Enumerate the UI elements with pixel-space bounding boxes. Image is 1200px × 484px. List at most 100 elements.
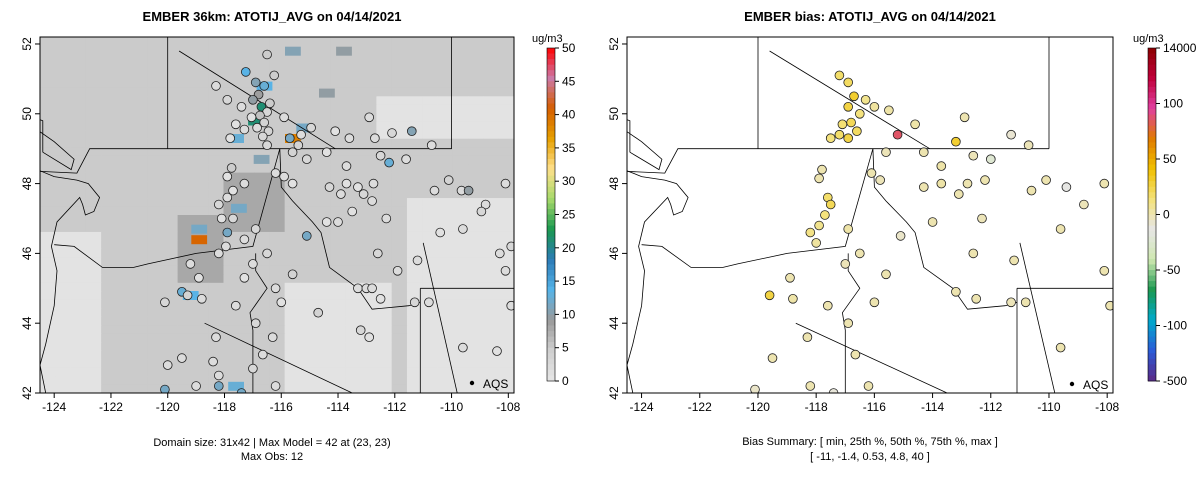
colorbar-tick-label: 0 xyxy=(562,374,569,388)
grid-cell xyxy=(315,96,332,106)
grid-cell xyxy=(284,113,301,123)
grid-cell xyxy=(406,215,423,224)
grid-cell xyxy=(406,231,423,241)
grid-cell xyxy=(131,206,148,216)
grid-cell xyxy=(208,215,224,224)
grid-cell xyxy=(315,291,332,301)
grid-cell xyxy=(238,299,255,309)
grid-cell xyxy=(345,308,362,318)
grid-cell xyxy=(40,172,56,182)
grid-cell xyxy=(147,53,163,63)
grid-cell xyxy=(468,359,484,369)
grid-cell xyxy=(498,130,514,140)
grid-cell xyxy=(406,367,423,377)
grid-cell xyxy=(299,325,316,335)
obs-site xyxy=(248,363,258,374)
grid-cell xyxy=(406,70,423,80)
grid-cell xyxy=(131,130,148,140)
grid-cell xyxy=(437,155,454,165)
grid-cell xyxy=(85,113,102,123)
grid-cell xyxy=(437,121,454,131)
grid-cell xyxy=(116,45,133,55)
grid-cell xyxy=(330,53,347,63)
grid-cell xyxy=(468,53,484,63)
bias-site xyxy=(788,293,798,304)
grid-cell xyxy=(452,240,469,250)
bias-site xyxy=(822,300,833,311)
grid-cell xyxy=(101,155,117,165)
grid-cell xyxy=(131,53,148,63)
bias-site xyxy=(814,173,824,184)
grid-cell xyxy=(55,164,72,174)
left-footer-line-2: Max Obs: 12 xyxy=(241,451,303,463)
grid-cell xyxy=(299,291,316,301)
grid-cell xyxy=(299,147,316,157)
grid-cell xyxy=(223,240,240,250)
grid-cell xyxy=(55,96,72,106)
grid-cell xyxy=(330,198,347,208)
grid-cell xyxy=(406,384,423,393)
obs-site xyxy=(384,157,394,168)
grid-cell xyxy=(101,265,117,275)
grid-cell xyxy=(131,325,148,335)
grid-cell xyxy=(70,384,87,393)
grid-cell xyxy=(238,37,255,46)
bias-site xyxy=(869,297,880,308)
grid-cell xyxy=(483,164,500,174)
grid-cell xyxy=(162,121,179,131)
grid-cell xyxy=(498,96,514,106)
grid-cell xyxy=(330,96,347,106)
grid-cell xyxy=(376,79,393,89)
grid-cell xyxy=(116,240,133,250)
grid-cell xyxy=(101,308,117,318)
grid-cell xyxy=(254,333,270,343)
bias-site xyxy=(895,231,906,241)
grid-cell xyxy=(361,367,377,377)
grid-cell xyxy=(330,87,347,97)
grid-cell xyxy=(330,308,347,318)
grid-cell xyxy=(70,333,87,343)
grid-cell xyxy=(483,367,500,377)
grid-cell xyxy=(101,333,117,343)
colorbar-segment xyxy=(547,303,555,310)
grid-cell xyxy=(422,308,439,318)
grid-cell xyxy=(284,79,301,89)
grid-cell xyxy=(40,104,56,114)
grid-cell xyxy=(315,308,332,318)
grid-cell xyxy=(131,240,148,250)
bias-site xyxy=(1055,342,1066,353)
grid-cell xyxy=(376,96,393,106)
grid-cell xyxy=(101,282,117,292)
grid-cell xyxy=(208,164,224,174)
grid-cell xyxy=(85,198,102,208)
grid-cell xyxy=(208,138,224,148)
grid-cell xyxy=(330,164,347,174)
grid-cell xyxy=(55,282,72,292)
colorbar-segment xyxy=(547,64,555,71)
grid-cell xyxy=(238,87,255,97)
grid-cell xyxy=(376,367,393,377)
grid-cell xyxy=(468,291,484,301)
grid-cell xyxy=(452,53,469,63)
grid-cell xyxy=(85,240,102,250)
bias-site xyxy=(866,168,877,178)
bias-site xyxy=(980,175,990,185)
grid-cell xyxy=(315,104,332,114)
grid-cell xyxy=(483,87,500,97)
colorbar-segment xyxy=(547,375,555,382)
grid-cell xyxy=(147,299,163,309)
grid-cell xyxy=(406,121,423,131)
left-legend-aqs: AQS xyxy=(469,377,508,391)
grid-cell xyxy=(468,87,484,97)
grid-cell xyxy=(483,147,500,157)
grid-cell xyxy=(177,121,194,131)
grid-cell xyxy=(345,172,362,182)
grid-cell xyxy=(116,70,133,80)
border-line xyxy=(872,148,1018,310)
grid-cell xyxy=(192,350,209,360)
grid-cell xyxy=(452,333,469,343)
grid-cell xyxy=(254,147,270,157)
grid-cell xyxy=(468,384,484,393)
right-footer-line-1: Bias Summary: [ min, 25th %, 50th %, 75t… xyxy=(742,436,998,448)
grid-cell xyxy=(101,79,117,89)
